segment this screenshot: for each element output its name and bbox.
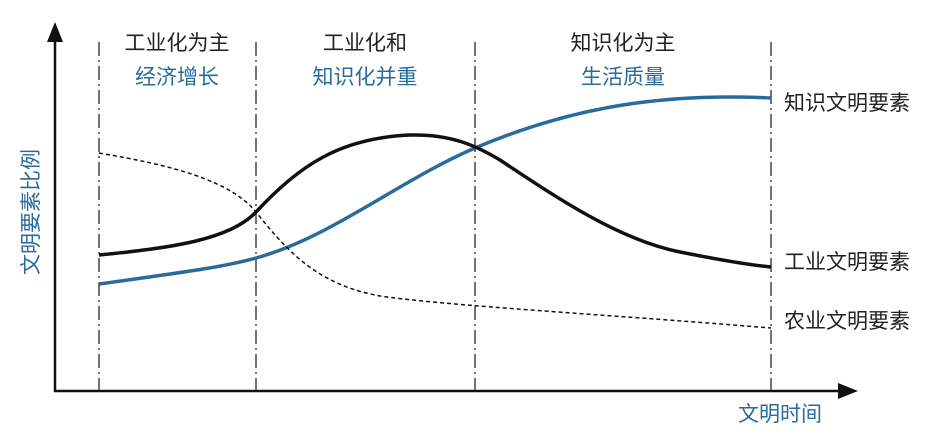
industry-curve (98, 133, 772, 269)
phase-title: 工业化和 (323, 31, 407, 55)
phase-dividers (98, 42, 772, 390)
agriculture-curve (98, 152, 772, 329)
knowledge-curve (98, 95, 772, 286)
phase-subtitle: 生活质量 (581, 65, 665, 89)
phase-title: 知识化为主 (571, 31, 676, 55)
phase-subtitle: 知识化并重 (313, 65, 418, 89)
curve-label: 农业文明要素 (784, 309, 910, 333)
curve-label: 知识文明要素 (784, 91, 910, 115)
phase-title: 工业化为主 (125, 31, 230, 55)
x-axis-label: 文明时间 (738, 402, 822, 426)
phase-subtitle: 经济增长 (135, 65, 219, 89)
y-arrow (47, 22, 63, 42)
y-axis-label: 文明要素比例 (19, 149, 43, 275)
x-arrow (838, 383, 858, 399)
curve-label: 工业文明要素 (784, 250, 910, 274)
